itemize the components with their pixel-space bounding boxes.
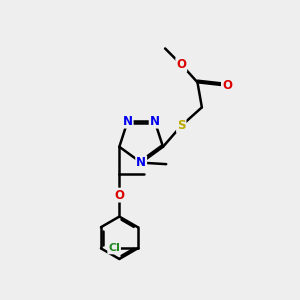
Text: N: N xyxy=(150,115,160,128)
Text: O: O xyxy=(222,79,232,92)
Text: N: N xyxy=(123,115,133,128)
Text: Cl: Cl xyxy=(108,243,120,254)
Text: O: O xyxy=(176,58,186,71)
Text: N: N xyxy=(136,156,146,169)
Text: S: S xyxy=(177,119,185,132)
Text: O: O xyxy=(114,189,124,202)
